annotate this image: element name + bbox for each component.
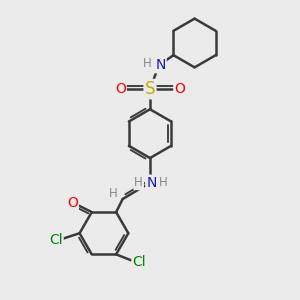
Text: N: N: [155, 58, 166, 72]
Text: H: H: [109, 187, 118, 200]
Text: H: H: [134, 176, 143, 189]
Text: S: S: [145, 80, 155, 98]
Text: N: N: [146, 176, 157, 190]
Text: H: H: [159, 176, 168, 189]
Text: O: O: [174, 82, 185, 96]
Text: Cl: Cl: [49, 233, 63, 247]
Text: O: O: [67, 196, 78, 210]
Text: O: O: [115, 82, 126, 96]
Text: H: H: [143, 57, 152, 70]
Text: Cl: Cl: [133, 255, 146, 269]
